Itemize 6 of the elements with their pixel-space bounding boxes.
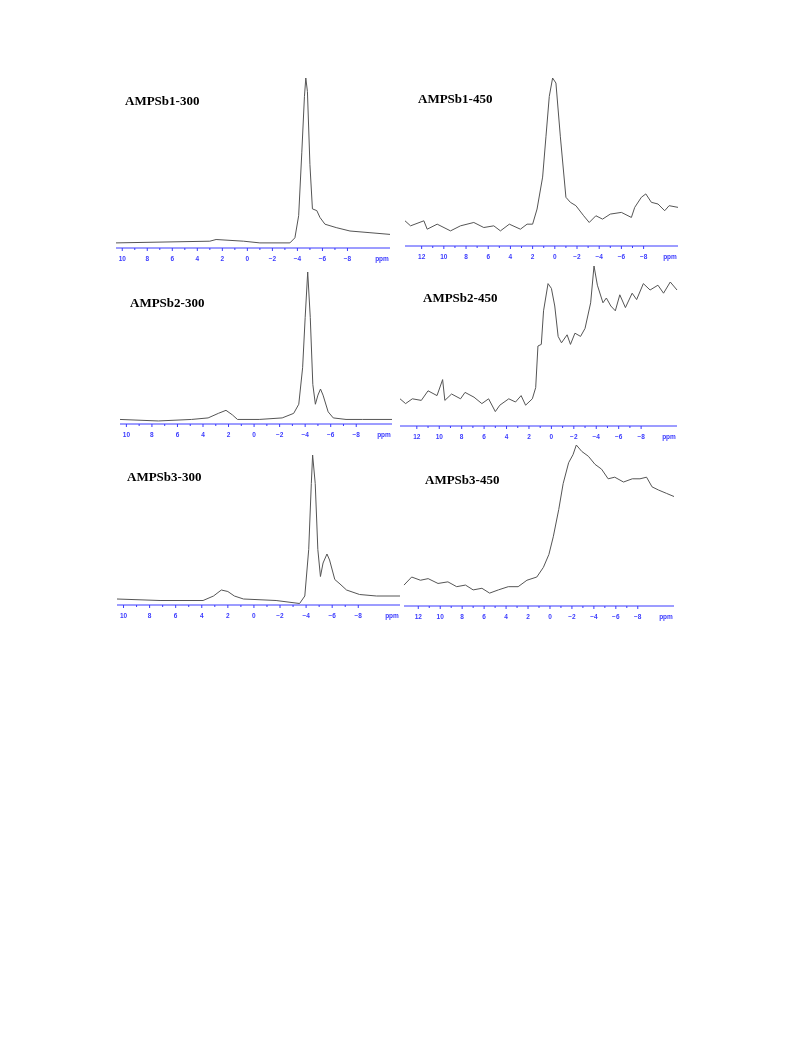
text: AMPSb3-300 (127, 469, 202, 484)
text: AMPSb1-300 (125, 93, 200, 108)
text: AMPSb1-450 (418, 91, 493, 106)
text: AMPSb2-300 (130, 295, 205, 310)
text: AMPSb2-450 (423, 290, 498, 305)
text: AMPSb3-450 (425, 472, 500, 487)
